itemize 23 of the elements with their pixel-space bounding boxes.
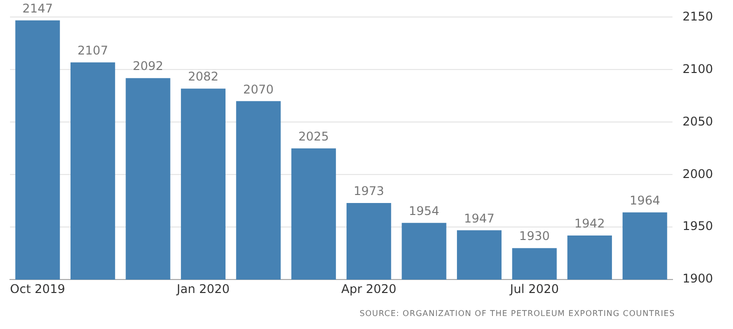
data-label: 2107: [78, 43, 108, 58]
data-label: 2092: [132, 59, 164, 74]
data-label: 1947: [464, 211, 495, 226]
data-label: 2070: [243, 82, 274, 96]
y-tick-label: 1900: [682, 272, 714, 286]
y-tick-label: 1950: [682, 219, 714, 234]
x-tick-label: Jul 2020: [509, 282, 559, 296]
y-tick-label: 2050: [682, 114, 714, 128]
x-tick-label: Apr 2020: [341, 282, 396, 296]
data-label: 1973: [354, 184, 384, 198]
y-tick-label: 2000: [682, 166, 714, 181]
data-label: 1942: [574, 216, 605, 231]
y-tick-label: 2150: [682, 9, 714, 24]
data-label: 2082: [188, 70, 218, 84]
data-label: 1930: [519, 229, 550, 244]
data-label: 2147: [22, 1, 53, 16]
y-tick-label: 2100: [682, 62, 714, 76]
x-tick-label: Oct 2019: [10, 282, 66, 296]
x-tick-label: Jan 2020: [176, 282, 230, 296]
data-label: 1954: [408, 204, 440, 218]
data-label: 1964: [630, 194, 660, 208]
source-note: SOURCE: ORGANIZATION OF THE PETROLEUM EXPORTING COUNTRIES: [360, 309, 675, 318]
data-label: 2025: [298, 130, 329, 144]
